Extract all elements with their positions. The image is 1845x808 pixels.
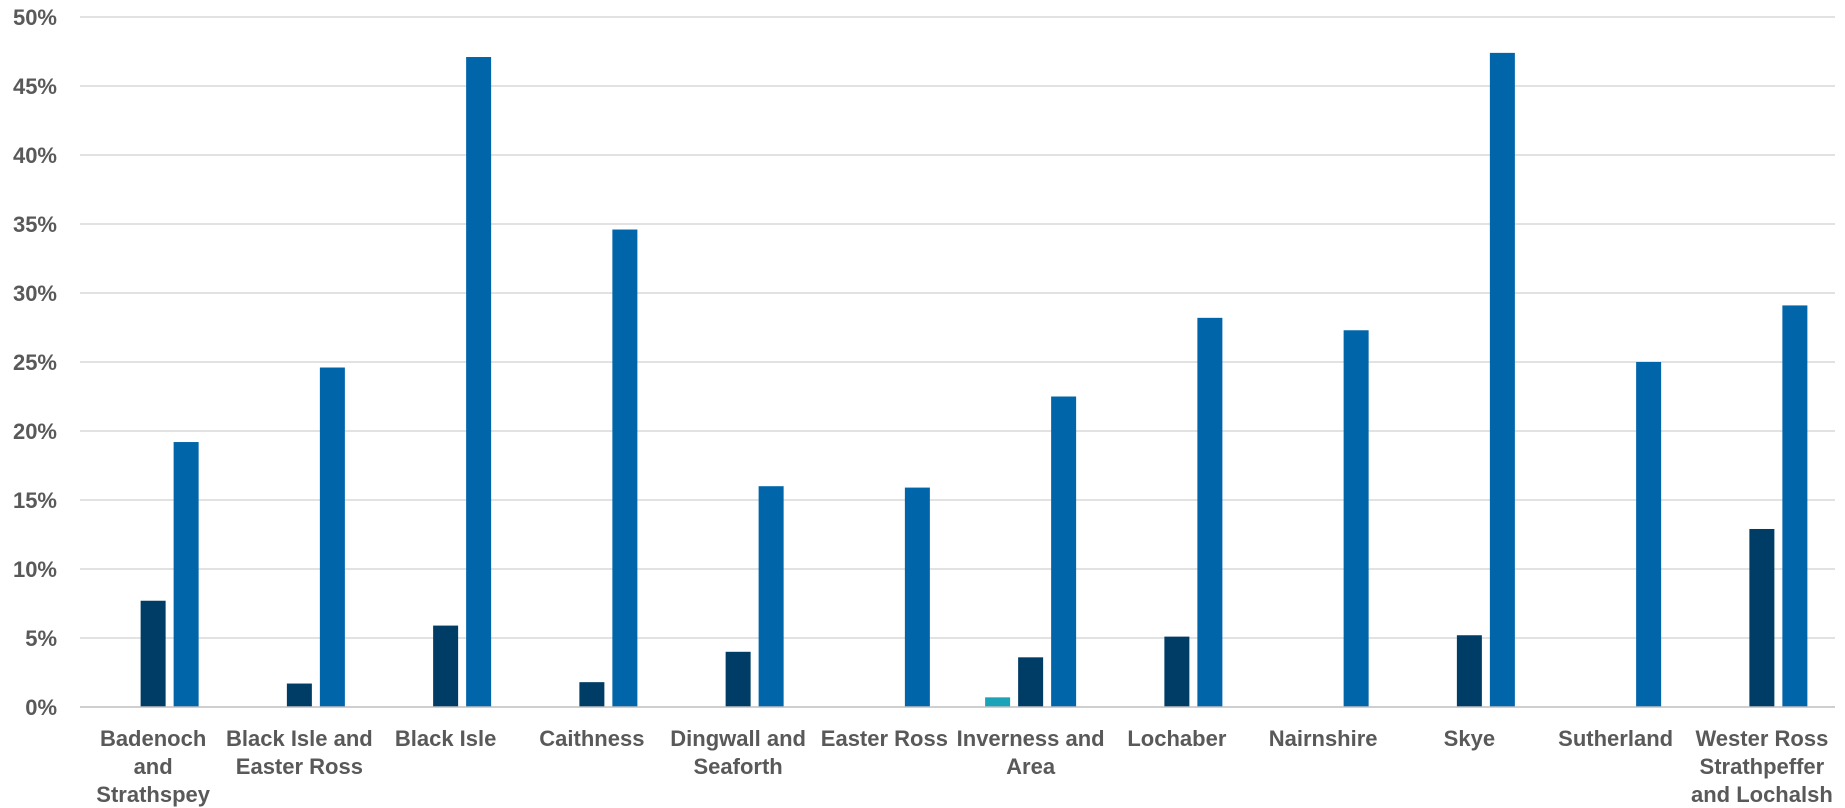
bars	[140, 52, 1808, 707]
x-category-label: and	[134, 754, 173, 779]
x-axis-category-labels: Badenoch and Strathspey Black Isle and Easte…	[96, 726, 1833, 807]
x-category-label: and Lochalsh	[1691, 782, 1833, 807]
x-category-label: Strathspey	[96, 782, 210, 807]
x-category-label: Nairnshire	[1269, 726, 1378, 751]
bar	[1782, 305, 1808, 707]
bar	[1051, 396, 1077, 707]
x-category-label: Sutherland	[1558, 726, 1673, 751]
y-axis-tick-labels: 0% 5% 10% 15% 20% 25% 30% 35% 40% 45% 50%	[13, 5, 57, 720]
bar	[1456, 635, 1482, 707]
y-tick-label: 10%	[13, 557, 57, 582]
bar	[1018, 657, 1044, 707]
bar	[1343, 330, 1369, 707]
bar	[1636, 362, 1662, 707]
bar	[140, 600, 166, 707]
x-category-label: Easter Ross	[821, 726, 948, 751]
bar	[904, 487, 930, 707]
bar	[758, 486, 784, 707]
y-tick-label: 25%	[13, 350, 57, 375]
y-tick-label: 20%	[13, 419, 57, 444]
x-category-label: Black Isle	[395, 726, 497, 751]
x-category-label: Easter Ross	[236, 754, 363, 779]
y-tick-label: 5%	[25, 626, 57, 651]
bar	[319, 367, 345, 707]
bar	[286, 683, 312, 707]
x-category-label: Caithness	[539, 726, 644, 751]
x-category-label: Area	[1006, 754, 1056, 779]
bar	[1164, 636, 1190, 707]
x-category-label: Wester Ross	[1695, 726, 1828, 751]
x-category-label: Lochaber	[1127, 726, 1226, 751]
x-category-label: Strathpeffer	[1700, 754, 1825, 779]
bar	[173, 442, 199, 707]
x-category-label: Badenoch	[100, 726, 206, 751]
gridlines	[80, 16, 1835, 639]
bar	[466, 57, 492, 707]
y-tick-label: 50%	[13, 5, 57, 30]
bar	[985, 697, 1011, 707]
y-tick-label: 0%	[25, 695, 57, 720]
bar	[433, 625, 459, 707]
bar	[579, 682, 605, 707]
bar	[1749, 528, 1775, 707]
x-category-label: Skye	[1444, 726, 1495, 751]
bar	[1489, 52, 1515, 707]
x-category-label: Inverness and	[957, 726, 1105, 751]
y-tick-label: 45%	[13, 74, 57, 99]
x-category-label: Seaforth	[694, 754, 783, 779]
bar	[725, 651, 751, 707]
x-category-label: Dingwall and	[670, 726, 806, 751]
y-tick-label: 30%	[13, 281, 57, 306]
y-tick-label: 40%	[13, 143, 57, 168]
y-tick-label: 35%	[13, 212, 57, 237]
bar	[1197, 317, 1223, 707]
y-tick-label: 15%	[13, 488, 57, 513]
x-category-label: Black Isle and	[226, 726, 373, 751]
bar	[612, 229, 638, 707]
